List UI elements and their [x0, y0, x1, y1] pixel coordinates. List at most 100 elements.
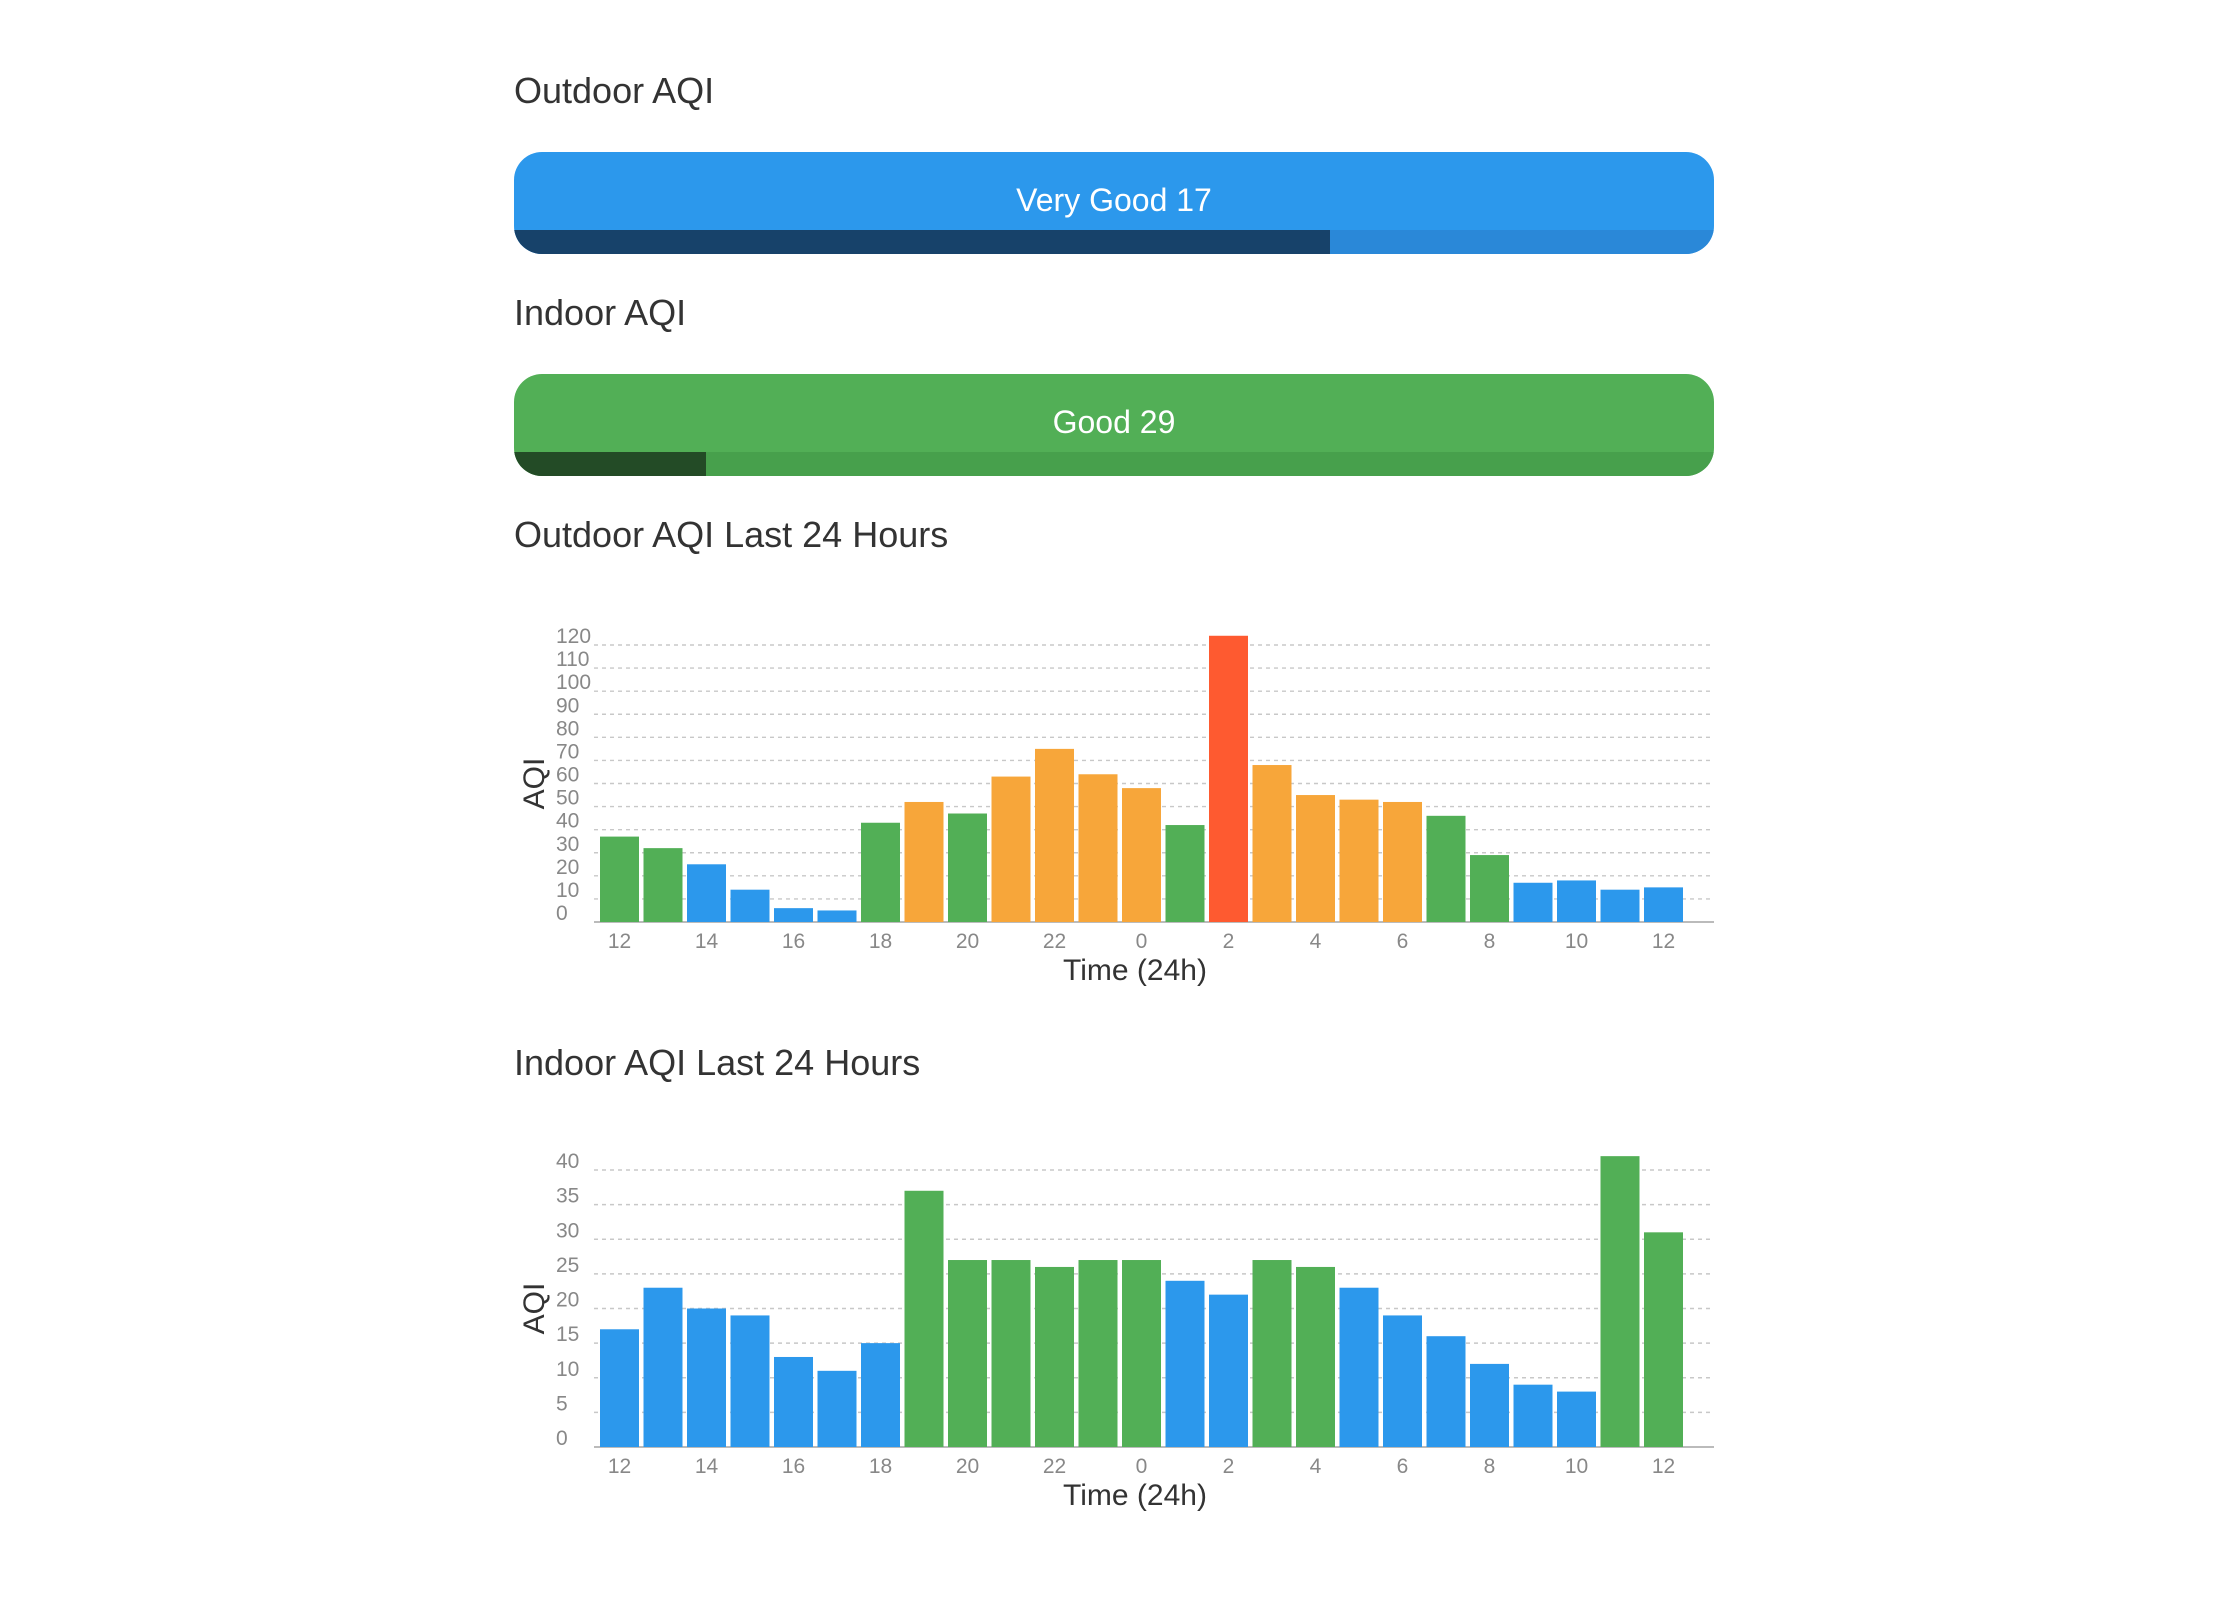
indoor-chart-y-tick-label: 15	[556, 1323, 579, 1346]
outdoor-aqi-level-fill	[514, 230, 1330, 254]
outdoor-chart-x-tick-label: 12	[608, 930, 631, 953]
indoor-chart-x-tick-label: 16	[782, 1455, 805, 1478]
outdoor-chart-x-tick-label: 8	[1484, 930, 1496, 953]
indoor-chart-bar-9-21	[1513, 1384, 1553, 1447]
indoor-aqi-gauge: Good 29	[514, 374, 1714, 476]
outdoor-chart-y-tick-label: 10	[556, 879, 579, 902]
indoor-chart-bar-8-20	[1470, 1363, 1509, 1447]
outdoor-chart-x-tick-label: 2	[1223, 930, 1235, 953]
outdoor-chart-bar-1-13	[1165, 825, 1205, 922]
indoor-chart-bar-21-9	[991, 1260, 1031, 1447]
indoor-chart-bar-6-18	[1383, 1315, 1422, 1447]
indoor-chart-y-tick-label: 20	[556, 1289, 579, 1312]
outdoor-chart-y-tick-label: 30	[556, 833, 579, 856]
outdoor-chart-x-axis-title: Time (24h)	[1063, 954, 1207, 987]
indoor-chart-title: Indoor AQI Last 24 Hours	[514, 1042, 921, 1083]
indoor-chart-x-tick-label: 12	[1652, 1455, 1675, 1478]
outdoor-chart-x-tick-label: 22	[1043, 930, 1066, 953]
indoor-chart-y-tick-label: 30	[556, 1219, 579, 1242]
outdoor-chart-y-tick-label: 100	[556, 671, 591, 694]
indoor-chart-y-tick-label: 35	[556, 1185, 579, 1208]
indoor-chart-bar-20-8	[948, 1260, 987, 1447]
outdoor-chart-x-tick-label: 4	[1310, 930, 1322, 953]
outdoor-chart-bar-14-2	[687, 864, 726, 922]
outdoor-chart-x-tick-label: 10	[1565, 930, 1588, 953]
outdoor-chart-x-tick-label: 18	[869, 930, 892, 953]
indoor-chart-bar-22-10	[1035, 1266, 1074, 1447]
indoor-chart-bar-12-24	[1644, 1232, 1683, 1447]
indoor-chart-bar-7-19	[1426, 1336, 1466, 1447]
outdoor-chart-bar-18-6	[861, 822, 900, 922]
outdoor-chart-bar-6-18	[1383, 801, 1422, 922]
indoor-chart-bar-0-12	[1122, 1260, 1161, 1447]
indoor-chart-bar-10-22	[1557, 1391, 1596, 1447]
indoor-chart-bar-11-23	[1600, 1156, 1640, 1447]
indoor-chart-x-tick-label: 12	[608, 1455, 631, 1478]
indoor-chart-bar-23-11	[1078, 1260, 1118, 1447]
indoor-chart-bar-5-17	[1339, 1287, 1379, 1447]
outdoor-chart-bar-2-14	[1209, 635, 1248, 922]
indoor-chart-x-tick-label: 20	[956, 1455, 979, 1478]
indoor-chart-x-tick-label: 18	[869, 1455, 892, 1478]
indoor-aqi-title: Indoor AQI	[514, 292, 687, 333]
outdoor-chart-bar-22-10	[1035, 748, 1074, 922]
outdoor-chart-bar-21-9	[991, 776, 1031, 922]
indoor-aqi-chart: 0 5 10 15 20 25 30 35 40 12 14 16 18 20 22 0 2 4 6 8 10 12 Tim…	[514, 1125, 1716, 1525]
indoor-aqi-level-fill	[514, 452, 706, 476]
outdoor-chart-y-tick-label: 70	[556, 740, 579, 763]
outdoor-chart-x-tick-label: 14	[695, 930, 719, 953]
outdoor-aqi-label: Very Good 17	[1016, 182, 1212, 218]
indoor-chart-x-tick-label: 2	[1223, 1455, 1235, 1478]
outdoor-chart-bar-0-12	[1122, 788, 1161, 922]
indoor-chart-bar-17-5	[817, 1370, 857, 1447]
outdoor-chart-bar-13-1	[643, 848, 683, 922]
outdoor-chart-y-tick-label: 40	[556, 810, 579, 833]
indoor-chart-bar-14-2	[687, 1308, 726, 1447]
indoor-chart-bar-18-6	[861, 1343, 900, 1447]
outdoor-aqi-track	[514, 230, 1714, 254]
outdoor-chart-y-tick-label: 0	[556, 902, 568, 925]
outdoor-chart-bar-7-19	[1426, 815, 1466, 922]
outdoor-aqi-gauge: Very Good 17	[514, 152, 1714, 254]
indoor-chart-bar-19-7	[904, 1190, 944, 1447]
indoor-chart-bar-12-0	[600, 1329, 639, 1447]
outdoor-chart-bar-5-17	[1339, 799, 1379, 922]
indoor-chart-y-axis-title: AQI	[518, 1283, 551, 1335]
outdoor-chart-x-tick-label: 0	[1136, 930, 1148, 953]
outdoor-aqi-chart: 0 10 20 30 40 50 60 70 80 90 100 110 120 12 14 16 18 20 22…	[514, 600, 1716, 1000]
outdoor-aqi-title: Outdoor AQI	[514, 70, 715, 111]
outdoor-chart-bar-10-22	[1557, 880, 1596, 922]
indoor-chart-x-tick-label: 4	[1310, 1455, 1322, 1478]
indoor-chart-x-tick-label: 8	[1484, 1455, 1496, 1478]
outdoor-chart-bar-23-11	[1078, 774, 1118, 922]
indoor-chart-x-tick-label: 6	[1397, 1455, 1409, 1478]
outdoor-chart-bar-15-3	[730, 889, 770, 922]
outdoor-chart-title: Outdoor AQI Last 24 Hours	[514, 514, 949, 555]
indoor-chart-bar-15-3	[730, 1315, 770, 1447]
outdoor-chart-bar-9-21	[1513, 882, 1553, 922]
indoor-chart-bar-4-16	[1296, 1266, 1335, 1447]
indoor-chart-bar-13-1	[643, 1287, 683, 1447]
outdoor-chart-bar-19-7	[904, 801, 944, 922]
outdoor-chart-bar-11-23	[1600, 889, 1640, 922]
outdoor-chart-bar-20-8	[948, 813, 987, 922]
indoor-chart-x-tick-label: 22	[1043, 1455, 1066, 1478]
indoor-aqi-label: Good 29	[1052, 404, 1176, 440]
outdoor-chart-y-tick-label: 90	[556, 694, 579, 717]
indoor-chart-y-tick-label: 5	[556, 1392, 568, 1415]
indoor-chart-x-tick-label: 10	[1565, 1455, 1588, 1478]
indoor-chart-y-tick-label: 25	[556, 1254, 579, 1277]
indoor-chart-y-tick-label: 40	[556, 1150, 579, 1173]
outdoor-chart-x-tick-label: 6	[1397, 930, 1409, 953]
indoor-aqi-chart-svg: 0 5 10 15 20 25 30 35 40 12 14 16 18 20 22 0 2 4 6 8 10 12 Tim…	[518, 1150, 1714, 1512]
outdoor-chart-x-tick-label: 12	[1652, 930, 1675, 953]
indoor-chart-y-tick-label: 10	[556, 1358, 579, 1381]
outdoor-chart-y-tick-label: 80	[556, 717, 579, 740]
indoor-aqi-track	[514, 452, 1714, 476]
outdoor-chart-y-tick-label: 110	[556, 648, 589, 671]
outdoor-chart-bar-16-4	[774, 908, 813, 922]
outdoor-chart-bar-8-20	[1470, 855, 1509, 922]
outdoor-chart-y-tick-label: 50	[556, 787, 579, 810]
indoor-chart-x-axis-title: Time (24h)	[1063, 1479, 1207, 1512]
